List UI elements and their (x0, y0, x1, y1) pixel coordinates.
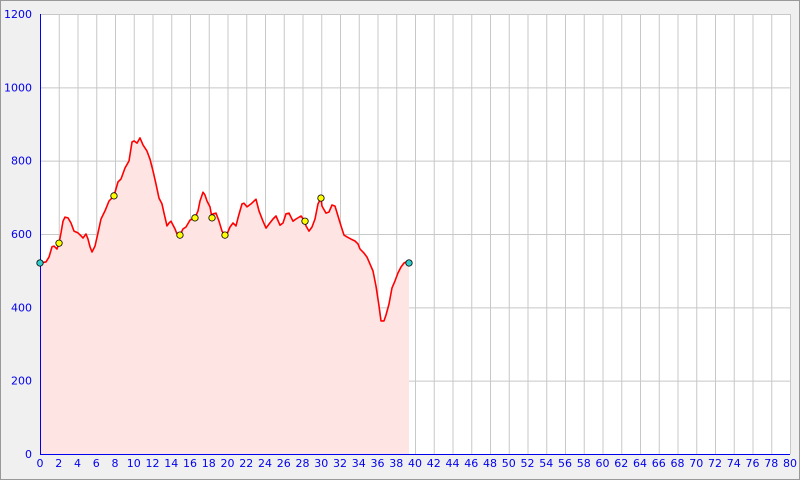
x-tick-label: 12 (146, 457, 160, 470)
elevation-line (39, 137, 410, 322)
x-tick-label: 80 (783, 457, 797, 470)
waypoint-marker (191, 214, 199, 222)
x-tick-label: 16 (183, 457, 197, 470)
x-tick-label: 0 (37, 457, 44, 470)
x-tick-label: 8 (112, 457, 119, 470)
y-tick-label: 800 (11, 155, 32, 168)
x-tick-label: 40 (408, 457, 422, 470)
x-tick-label: 76 (746, 457, 760, 470)
x-tick-label: 32 (333, 457, 347, 470)
x-tick-label: 78 (764, 457, 778, 470)
x-tick-label: 36 (371, 457, 385, 470)
x-tick-label: 50 (502, 457, 516, 470)
x-tick-label: 2 (55, 457, 62, 470)
x-tick-label: 6 (93, 457, 100, 470)
x-tick-label: 44 (446, 457, 460, 470)
endpoint-marker (405, 259, 413, 267)
x-tick-label: 42 (427, 457, 441, 470)
x-tick-label: 4 (74, 457, 81, 470)
waypoint-marker (55, 239, 63, 247)
x-tick-label: 26 (277, 457, 291, 470)
x-tick-label: 34 (352, 457, 366, 470)
waypoint-marker (208, 214, 216, 222)
y-tick-label: 200 (11, 375, 32, 388)
x-tick-label: 18 (202, 457, 216, 470)
waypoint-marker (301, 217, 309, 225)
x-tick-label: 38 (389, 457, 403, 470)
y-tick-label: 1200 (4, 8, 32, 21)
x-tick-label: 68 (671, 457, 685, 470)
y-tick-label: 1000 (4, 81, 32, 94)
x-tick-label: 52 (521, 457, 535, 470)
y-tick-label: 0 (25, 448, 32, 461)
x-tick-label: 66 (652, 457, 666, 470)
x-tick-label: 72 (708, 457, 722, 470)
waypoint-marker (317, 194, 325, 202)
x-tick-label: 54 (539, 457, 553, 470)
x-tick-label: 64 (633, 457, 647, 470)
waypoint-marker (110, 192, 118, 200)
x-tick-label: 22 (239, 457, 253, 470)
elevation-area (40, 137, 409, 454)
endpoint-marker (36, 259, 44, 267)
waypoint-marker (176, 231, 184, 239)
x-tick-label: 14 (164, 457, 178, 470)
y-tick-label: 600 (11, 228, 32, 241)
x-tick-label: 46 (464, 457, 478, 470)
x-tick-label: 60 (596, 457, 610, 470)
waypoint-marker (221, 231, 229, 239)
x-tick-label: 28 (296, 457, 310, 470)
x-tick-label: 20 (221, 457, 235, 470)
x-tick-label: 62 (614, 457, 628, 470)
x-tick-label: 58 (577, 457, 591, 470)
x-tick-label: 10 (127, 457, 141, 470)
x-tick-label: 24 (258, 457, 272, 470)
x-tick-label: 70 (689, 457, 703, 470)
x-tick-label: 30 (314, 457, 328, 470)
x-tick-label: 74 (727, 457, 741, 470)
x-tick-label: 56 (558, 457, 572, 470)
x-tick-label: 48 (483, 457, 497, 470)
y-tick-label: 400 (11, 301, 32, 314)
